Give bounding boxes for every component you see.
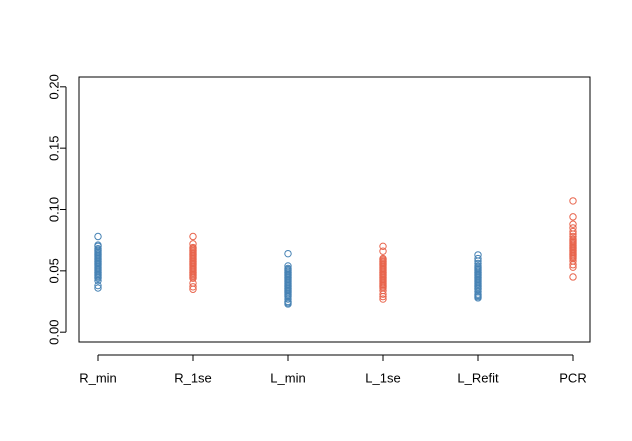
data-point xyxy=(284,295,292,303)
data-point xyxy=(569,261,577,269)
data-point xyxy=(379,292,387,301)
data-point xyxy=(569,197,577,205)
data-point xyxy=(569,263,577,271)
data-point xyxy=(189,285,197,293)
data-point xyxy=(94,276,102,285)
x-tick-label: L_1se xyxy=(365,371,400,386)
data-point xyxy=(379,247,387,255)
data-point xyxy=(379,295,387,303)
x-axis: R_min R_1se L_min L_1se L_Refit PCR xyxy=(79,354,587,386)
y-tick-label: 0.20 xyxy=(47,74,62,99)
data-point xyxy=(474,294,482,302)
x-tick-label: PCR xyxy=(559,371,586,386)
plot-frame xyxy=(78,76,591,343)
data-point xyxy=(569,227,577,236)
data-point xyxy=(569,213,577,221)
y-tick-label: 0.15 xyxy=(47,136,62,161)
data-point xyxy=(569,220,577,228)
data-point xyxy=(94,232,102,241)
data-point xyxy=(284,249,292,258)
y-tick-label: 0.10 xyxy=(47,197,62,222)
y-axis: 0.00 0.05 0.10 0.15 0.20 xyxy=(47,74,67,345)
data-points xyxy=(94,197,577,308)
x-tick-label: L_Refit xyxy=(457,371,499,386)
data-point xyxy=(379,290,387,298)
x-tick-label: R_1se xyxy=(174,371,212,386)
data-point xyxy=(94,281,102,290)
y-tick-label: 0.00 xyxy=(47,320,62,345)
x-tick-label: L_min xyxy=(270,371,305,386)
data-point xyxy=(189,274,197,282)
data-point xyxy=(94,274,102,282)
data-point xyxy=(189,232,197,241)
data-point xyxy=(379,242,387,251)
data-point xyxy=(474,254,482,263)
data-point xyxy=(284,300,292,308)
data-point xyxy=(569,273,577,281)
y-tick-label: 0.05 xyxy=(47,258,62,283)
x-tick-label: R_min xyxy=(79,371,117,386)
data-point xyxy=(94,284,102,292)
data-point xyxy=(189,283,197,291)
